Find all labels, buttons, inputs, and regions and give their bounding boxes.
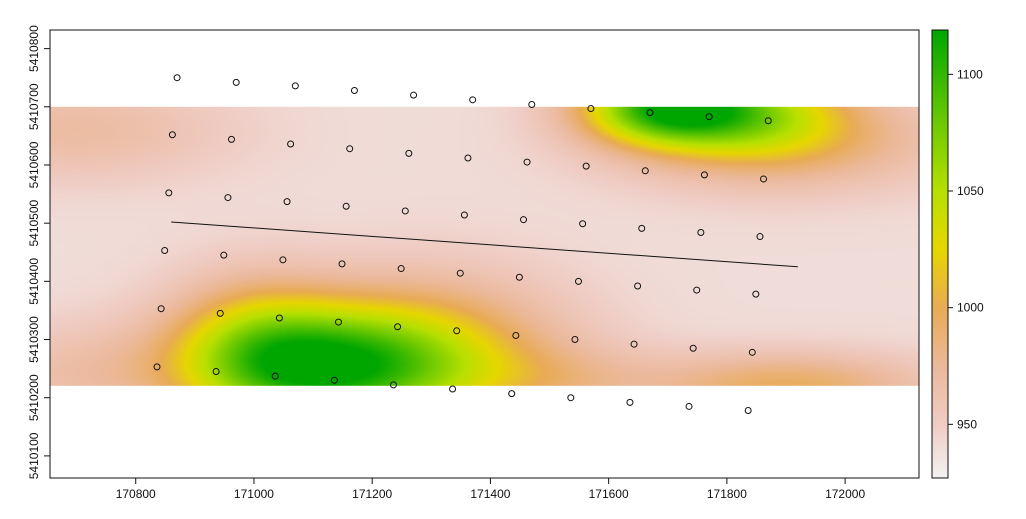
x-tick-label: 171400 [470, 487, 510, 501]
sample-point [764, 117, 772, 125]
sample-point [641, 167, 649, 175]
sample-point [464, 154, 472, 162]
axes: 170800 171000 171200 171400 171600 171800 1720… [27, 25, 920, 501]
sample-point [232, 78, 240, 86]
y-tick-label: 5410600 [27, 141, 41, 188]
sample-point [520, 216, 528, 224]
colorbar-tick-label: 1000 [957, 301, 984, 315]
sample-point [330, 376, 338, 384]
sample-point [567, 394, 575, 402]
sample-point [634, 282, 642, 290]
sample-point [508, 390, 516, 398]
x-tick-label: 171000 [234, 487, 274, 501]
sample-point [338, 260, 346, 268]
sample-point [453, 327, 461, 335]
sample-point [587, 105, 595, 113]
sample-point [697, 228, 705, 236]
sample-point [630, 340, 638, 348]
sample-point [571, 336, 579, 344]
sample-point [574, 277, 582, 285]
sample-point [227, 135, 235, 143]
sample-point [275, 314, 283, 322]
sample-point [626, 398, 634, 406]
raster-surface [50, 106, 919, 386]
sample-point [350, 87, 358, 95]
sample-point [752, 290, 760, 298]
sample-point [705, 113, 713, 121]
y-tick-label: 5410500 [27, 199, 41, 246]
sample-point [646, 109, 654, 117]
sample-point [220, 251, 228, 259]
sample-point [410, 91, 418, 99]
plot-frame [49, 29, 920, 479]
sample-point [165, 189, 173, 197]
sample-point [760, 175, 768, 183]
sample-point [456, 269, 464, 277]
colorbar-tick-label: 950 [957, 417, 977, 431]
sample-point [523, 158, 531, 166]
sample-point [744, 407, 752, 415]
y-tick-label: 5410300 [27, 316, 41, 363]
sample-point [469, 96, 477, 104]
y-tick-label: 5410100 [27, 432, 41, 479]
y-tick-label: 5410700 [27, 83, 41, 130]
sample-point [271, 372, 279, 380]
sample-point [291, 82, 299, 90]
sample-point [279, 256, 287, 264]
sample-point [346, 145, 354, 153]
colorbar-tick-label: 1100 [957, 67, 983, 81]
y-tick-label: 5410800 [27, 25, 41, 72]
transect-line [171, 221, 798, 268]
sample-point [216, 309, 224, 317]
sample-point [334, 318, 342, 326]
transect-line-layer [171, 221, 798, 268]
y-tick-label: 5410200 [27, 374, 41, 421]
sample-point [638, 224, 646, 232]
sample-point [693, 286, 701, 294]
sample-point [756, 233, 764, 241]
sample-point [685, 402, 693, 410]
colorbar-frame [931, 29, 949, 479]
colorbar-gradient [932, 30, 948, 478]
sample-point [460, 211, 468, 219]
sample-point [161, 247, 169, 255]
x-tick-label: 171200 [352, 487, 392, 501]
sample-point [689, 344, 697, 352]
sample-point [394, 323, 402, 331]
sample-point [582, 162, 590, 170]
x-tick-label: 171600 [589, 487, 629, 501]
colorbar-tick-label: 1050 [957, 184, 984, 198]
sample-point [283, 198, 291, 206]
sample-point [157, 305, 165, 313]
sample-point [512, 331, 520, 339]
sample-point [748, 348, 756, 356]
sample-point [528, 100, 536, 108]
sample-point [224, 194, 232, 202]
sample-point [389, 381, 397, 389]
sample-point [212, 368, 220, 376]
y-tick-label: 5410400 [27, 258, 41, 305]
elevation-raster [50, 106, 919, 386]
sample-point [579, 220, 587, 228]
sample-point [401, 207, 409, 215]
sample-point [700, 171, 708, 179]
x-tick-label: 171800 [707, 487, 747, 501]
x-tick-label: 172000 [825, 487, 865, 501]
sample-point [173, 74, 181, 82]
sample-points [153, 74, 772, 415]
sample-point [153, 363, 161, 371]
colorbar-legend: 950 1000 1050 1100 [931, 29, 984, 479]
sample-point [515, 273, 523, 281]
sample-point [287, 140, 295, 148]
sample-point [449, 385, 457, 393]
sample-point [397, 265, 405, 273]
sample-point [405, 149, 413, 157]
x-tick-label: 170800 [116, 487, 156, 501]
sample-point [168, 131, 176, 139]
sample-point [342, 202, 350, 210]
